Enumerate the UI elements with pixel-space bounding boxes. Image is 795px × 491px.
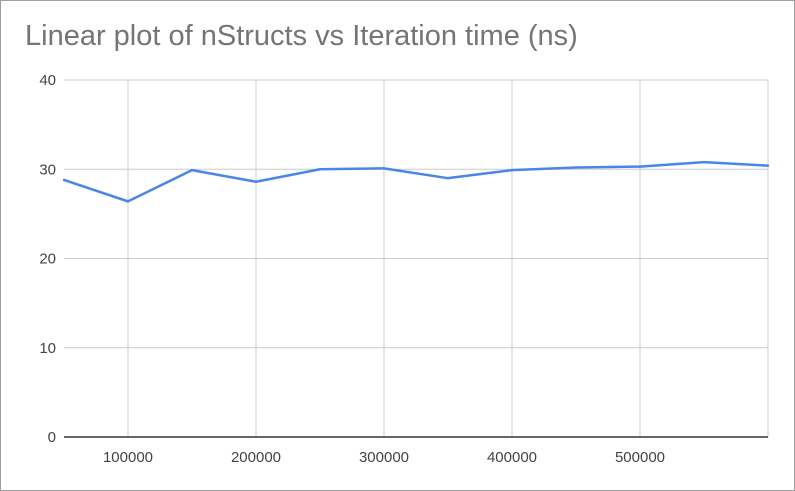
data-point — [126, 200, 130, 203]
data-point — [190, 168, 194, 172]
y-tick-label: 30 — [39, 161, 56, 178]
data-point — [510, 168, 514, 172]
chart-title: Linear plot of nStructs vs Iteration tim… — [25, 20, 578, 52]
series-line — [63, 160, 769, 203]
x-tick-label: 200000 — [231, 449, 281, 466]
data-point — [254, 180, 258, 183]
x-tick-label: 300000 — [359, 449, 409, 466]
y-tick-label: 20 — [39, 251, 56, 268]
y-tick-label: 0 — [48, 429, 56, 446]
data-point — [574, 166, 578, 169]
data-point — [318, 168, 322, 171]
data-point — [62, 178, 66, 182]
x-tick-label: 100000 — [103, 449, 153, 466]
data-point — [702, 160, 706, 164]
data-point — [638, 165, 642, 168]
x-tick-label: 400000 — [487, 449, 537, 466]
y-tick-label: 40 — [39, 72, 56, 89]
y-tick-label: 10 — [39, 340, 56, 357]
data-point — [446, 176, 450, 180]
x-tick-label: 500000 — [615, 449, 665, 466]
data-point — [766, 164, 770, 167]
data-point — [382, 167, 386, 170]
